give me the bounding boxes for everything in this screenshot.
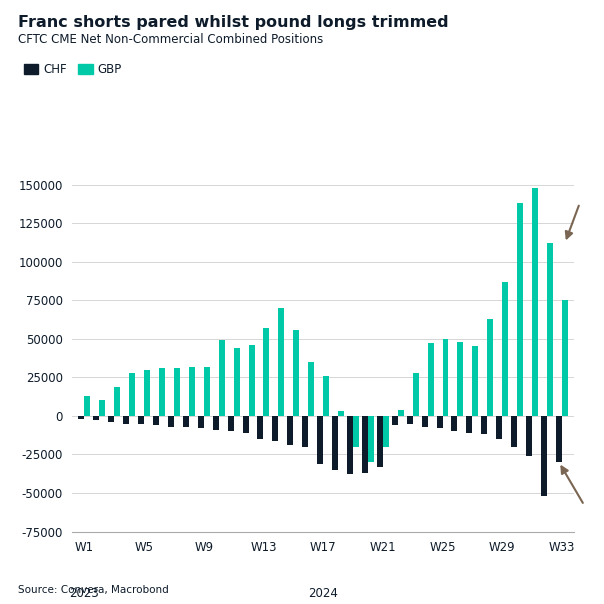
Bar (79, 416, 85, 419)
Bar (398, 410, 403, 416)
Bar (392, 416, 398, 425)
Bar (317, 416, 323, 464)
Text: 2024: 2024 (308, 586, 338, 600)
Bar (496, 416, 502, 439)
Bar (556, 416, 562, 462)
Text: CFTC CME Net Non-Commercial Combined Positions: CFTC CME Net Non-Commercial Combined Pos… (18, 33, 323, 47)
Bar (198, 416, 204, 428)
Bar (294, 330, 299, 416)
Bar (547, 243, 553, 416)
Bar (466, 416, 472, 433)
Text: Source: Convera, Macrobond: Source: Convera, Macrobond (18, 585, 169, 595)
Bar (562, 300, 568, 416)
Bar (472, 347, 478, 416)
Bar (288, 416, 294, 445)
Text: 2023: 2023 (69, 586, 99, 600)
Bar (338, 411, 344, 416)
Bar (517, 203, 523, 416)
Bar (272, 416, 278, 440)
Bar (123, 416, 129, 423)
Bar (511, 416, 517, 447)
Bar (174, 368, 180, 416)
Bar (138, 416, 144, 423)
Bar (406, 416, 413, 423)
Bar (213, 416, 219, 429)
Bar (437, 416, 443, 428)
Bar (85, 396, 91, 416)
Bar (183, 416, 189, 426)
Bar (332, 416, 338, 470)
Bar (541, 416, 547, 496)
Bar (243, 416, 248, 433)
Legend: CHF, GBP: CHF, GBP (24, 63, 121, 76)
Bar (159, 368, 165, 416)
Bar (347, 416, 353, 475)
Bar (129, 373, 135, 416)
Bar (323, 376, 329, 416)
Bar (481, 416, 487, 434)
Bar (362, 416, 368, 473)
Bar (443, 339, 448, 416)
Bar (532, 188, 538, 416)
Bar (413, 373, 419, 416)
Bar (302, 416, 308, 447)
Bar (457, 342, 463, 416)
Bar (234, 348, 240, 416)
Bar (526, 416, 532, 456)
Bar (502, 281, 508, 416)
Bar (219, 340, 225, 416)
Bar (308, 362, 314, 416)
Bar (168, 416, 174, 426)
Bar (228, 416, 234, 431)
Bar (248, 345, 254, 416)
Bar (487, 319, 493, 416)
Text: Franc shorts pared whilst pound longs trimmed: Franc shorts pared whilst pound longs tr… (18, 15, 449, 30)
Bar (353, 416, 359, 447)
Bar (144, 370, 150, 416)
Bar (94, 416, 99, 420)
Bar (278, 308, 284, 416)
Bar (368, 416, 374, 462)
Bar (263, 328, 269, 416)
Bar (153, 416, 159, 425)
Bar (108, 416, 114, 422)
Bar (422, 416, 428, 426)
Bar (114, 387, 120, 416)
Bar (99, 400, 105, 416)
Bar (383, 416, 389, 447)
Bar (451, 416, 457, 431)
Bar (428, 344, 434, 416)
Bar (189, 367, 195, 416)
Bar (257, 416, 263, 439)
Bar (377, 416, 383, 467)
Bar (204, 367, 210, 416)
